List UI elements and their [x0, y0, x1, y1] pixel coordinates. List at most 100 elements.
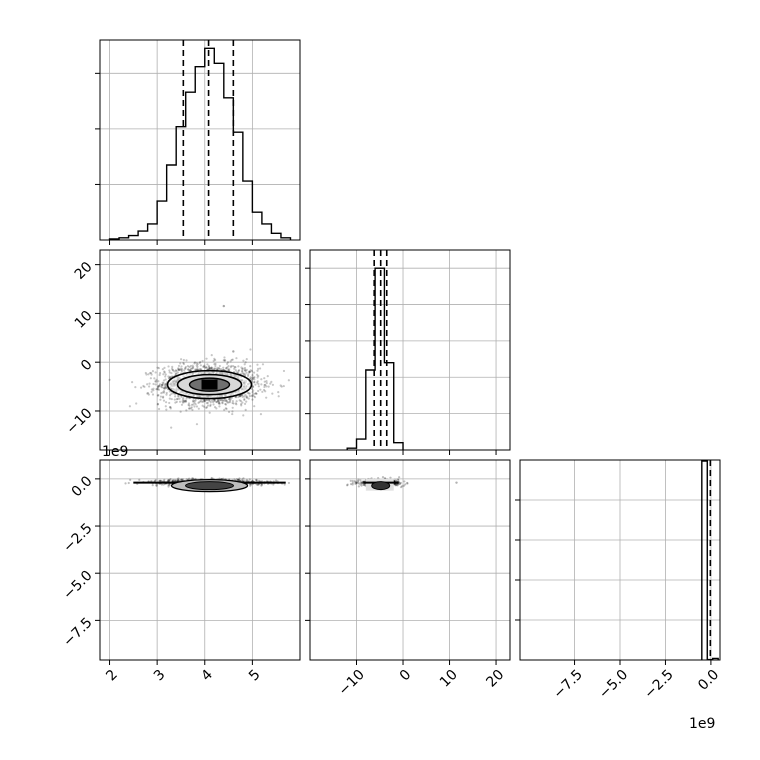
- scatter-point: [177, 368, 180, 372]
- scatter-point: [248, 370, 251, 373]
- scatter-point: [176, 371, 179, 374]
- scatter-point: [157, 407, 161, 411]
- scatter-point: [212, 403, 215, 406]
- scatter-point: [170, 392, 173, 396]
- x-tick-label: 0.0: [695, 667, 722, 694]
- scatter-point: [191, 408, 194, 411]
- histogram-bar: [195, 67, 205, 240]
- scatter-point: [157, 393, 160, 397]
- scatter-point: [230, 364, 233, 368]
- scatter-point: [168, 390, 171, 393]
- scatter-point: [360, 484, 363, 487]
- scatter-point: [144, 371, 147, 375]
- scatter-point: [168, 397, 171, 400]
- scatter-point: [168, 369, 171, 372]
- scatter-point: [167, 479, 171, 482]
- scatter-point: [185, 397, 188, 400]
- scatter-point: [399, 481, 402, 485]
- scatter-point: [245, 478, 248, 482]
- scatter-point: [180, 403, 184, 406]
- hist-1-frame: [309, 249, 511, 451]
- scatter-point: [172, 479, 175, 482]
- scatter-point: [274, 479, 278, 482]
- scatter-point: [240, 404, 243, 407]
- scatter-point: [221, 399, 224, 402]
- scatter-point: [257, 367, 260, 370]
- scatter-point: [193, 405, 196, 408]
- histogram-bar: [167, 165, 177, 240]
- scatter-point: [265, 379, 268, 383]
- scatter-point: [163, 370, 166, 373]
- scatter-point: [228, 399, 232, 402]
- scatter-point: [225, 399, 228, 402]
- scatter-point: [177, 394, 180, 397]
- scatter-point: [158, 373, 161, 377]
- scatter-point: [239, 479, 242, 482]
- scatter-point: [224, 399, 227, 403]
- scatter-point: [180, 478, 183, 481]
- scatter-point: [213, 399, 216, 403]
- scatter-point: [230, 358, 233, 362]
- scatter-point: [177, 364, 181, 368]
- scatter-point: [231, 401, 234, 405]
- scatter-point: [147, 373, 150, 376]
- scatter-point: [287, 481, 291, 485]
- scatter-point: [257, 382, 260, 386]
- scatter-point: [209, 404, 212, 408]
- histogram-bar: [157, 201, 167, 240]
- scatter-point: [210, 366, 213, 369]
- scatter-point: [161, 381, 164, 384]
- histogram-bar: [233, 132, 243, 240]
- scatter-point: [203, 400, 206, 403]
- scatter-point: [216, 368, 219, 371]
- scatter-point: [227, 365, 230, 368]
- scatter-point: [238, 399, 241, 402]
- scatter-point: [260, 484, 263, 487]
- scatter-point: [253, 376, 256, 379]
- scatter-point: [266, 375, 269, 378]
- scatter-point: [394, 479, 398, 482]
- y-tick-label: 0: [78, 357, 96, 375]
- scatter-point: [253, 396, 257, 399]
- scatter-point: [194, 368, 197, 371]
- scatter-point: [176, 397, 179, 401]
- scatter-point: [229, 366, 233, 369]
- density-peak: [201, 379, 218, 390]
- x-tick-label: 3: [151, 667, 169, 685]
- scatter-point: [138, 478, 141, 481]
- scatter-point: [171, 479, 174, 482]
- scatter-point: [160, 383, 164, 386]
- scatter-point: [127, 481, 130, 485]
- scatter-point: [359, 483, 362, 486]
- scatter-point: [240, 402, 243, 406]
- scatter-point: [455, 481, 458, 484]
- scatter-point: [188, 407, 191, 410]
- scatter-point: [189, 364, 192, 368]
- scatter-point: [236, 478, 240, 482]
- x-tick-label: 4: [198, 667, 216, 685]
- scatter-point: [154, 380, 157, 383]
- scatter-point: [161, 391, 164, 394]
- scatter-point: [213, 357, 216, 360]
- scatter-point: [212, 401, 215, 404]
- scatter-point: [178, 397, 181, 400]
- scatter-point: [189, 367, 193, 370]
- scatter-point: [167, 479, 170, 482]
- scatter-point: [256, 483, 259, 487]
- scatter-point: [243, 363, 246, 366]
- scatter-point: [222, 477, 225, 480]
- scatter-point: [227, 401, 230, 404]
- scatter-point: [183, 401, 186, 404]
- scatter-point: [180, 370, 184, 373]
- scatter-point: [260, 378, 263, 381]
- scatter-point: [403, 480, 406, 483]
- scatter-point: [259, 388, 262, 391]
- scatter-point: [248, 394, 251, 398]
- x-tick-label: 10: [437, 667, 461, 691]
- scatter-point: [234, 366, 237, 369]
- scatter-point: [225, 366, 228, 370]
- scatter-point: [194, 399, 197, 402]
- scatter-point: [255, 478, 258, 482]
- scatter-point: [231, 412, 234, 416]
- scatter-point: [157, 388, 161, 391]
